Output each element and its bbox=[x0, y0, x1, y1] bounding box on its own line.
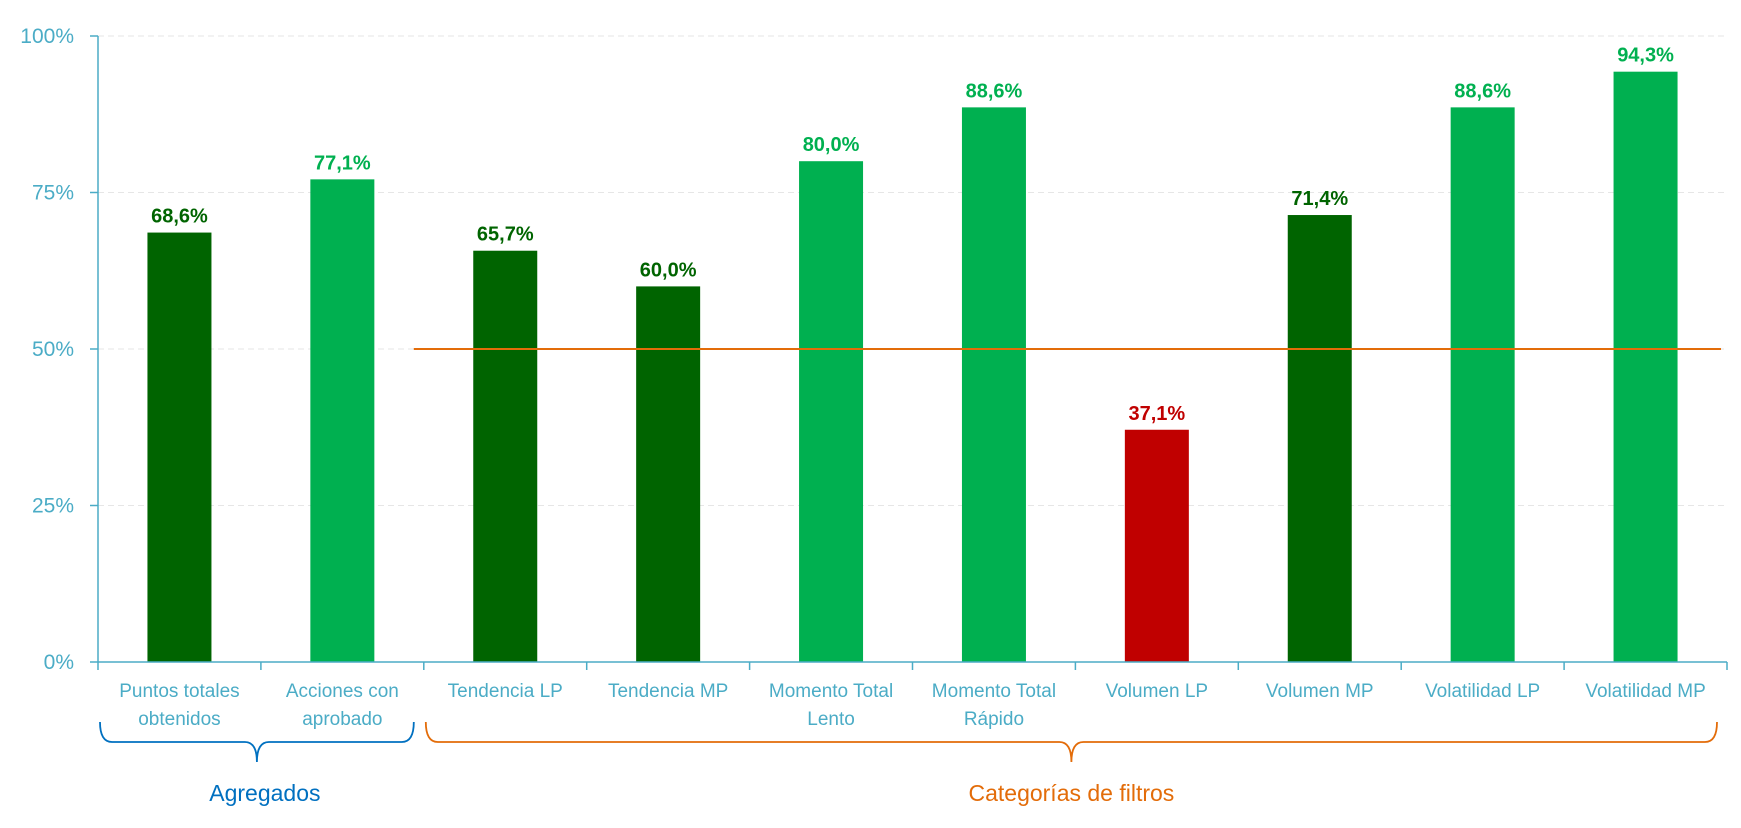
data-label: 71,4% bbox=[1291, 188, 1348, 210]
axes: 0% 25% 50% 75% 100% Puntos totales obtenidos Ac… bbox=[20, 25, 1728, 730]
bar bbox=[310, 179, 375, 662]
category-label: Volumen MP bbox=[1266, 681, 1374, 702]
bar bbox=[1124, 429, 1189, 662]
bar bbox=[147, 232, 212, 662]
data-label: 80,0% bbox=[803, 134, 860, 156]
category-label: Rápido bbox=[964, 709, 1024, 730]
bar bbox=[799, 161, 864, 662]
category-label: obtenidos bbox=[138, 709, 220, 730]
category-label: Volatilidad MP bbox=[1585, 681, 1705, 702]
category-label: Tendencia LP bbox=[448, 681, 563, 702]
bar bbox=[1613, 71, 1678, 662]
category-label: Volumen LP bbox=[1106, 681, 1208, 702]
category-groups: Agregados Categorías de filtros bbox=[99, 721, 1718, 806]
bar bbox=[473, 250, 538, 662]
bar bbox=[636, 286, 701, 662]
y-tick-label: 50% bbox=[32, 338, 74, 361]
category-label: Volatilidad LP bbox=[1425, 681, 1540, 702]
data-label: 88,6% bbox=[1454, 80, 1511, 102]
y-tick-label: 100% bbox=[20, 25, 74, 48]
group-label: Agregados bbox=[209, 780, 320, 806]
group-brace bbox=[99, 721, 415, 763]
data-label: 77,1% bbox=[314, 152, 371, 174]
category-label: Lento bbox=[807, 709, 855, 730]
data-labels: 68,6% 77,1% 65,7% 60,0% 80,0% 88,6% 37,1% 71,4%… bbox=[151, 45, 1674, 425]
category-label: Momento Total bbox=[932, 681, 1056, 702]
y-tick-label: 0% bbox=[44, 651, 74, 674]
data-label: 60,0% bbox=[640, 259, 697, 281]
data-label: 88,6% bbox=[966, 80, 1023, 102]
bar bbox=[961, 107, 1026, 662]
bars bbox=[147, 71, 1678, 662]
category-label: Acciones con bbox=[286, 681, 399, 702]
y-tick-label: 75% bbox=[32, 182, 74, 205]
bar bbox=[1450, 107, 1515, 662]
category-label: Momento Total bbox=[769, 681, 893, 702]
category-label: aprobado bbox=[302, 709, 382, 730]
y-tick-label: 25% bbox=[32, 495, 74, 518]
data-label: 94,3% bbox=[1617, 45, 1674, 67]
data-label: 37,1% bbox=[1128, 403, 1185, 425]
data-label: 65,7% bbox=[477, 224, 534, 246]
data-label: 68,6% bbox=[151, 206, 208, 228]
bar bbox=[1287, 215, 1352, 662]
group-brace bbox=[424, 721, 1718, 763]
group-label: Categorías de filtros bbox=[968, 780, 1174, 806]
category-label: Puntos totales bbox=[119, 681, 239, 702]
category-label: Tendencia MP bbox=[608, 681, 728, 702]
